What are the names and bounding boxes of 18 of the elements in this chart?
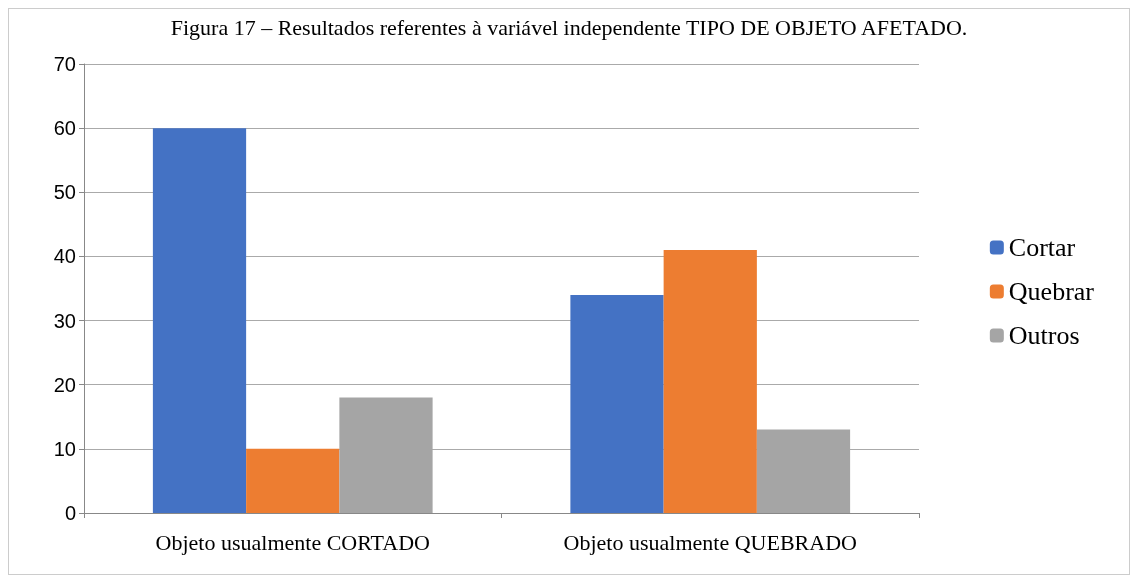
y-tick-label: 10 (53, 437, 76, 460)
y-tick-label: 20 (53, 373, 76, 396)
y-tick-label: 60 (53, 117, 76, 140)
x-tick-label: Objeto usualmente QUEBRADO (563, 529, 857, 555)
y-tick-label: 70 (53, 53, 76, 75)
y-tick-label: 30 (53, 309, 76, 332)
bar (663, 250, 757, 513)
bar (246, 448, 340, 513)
bar (570, 294, 664, 513)
legend-label: Cortar (1008, 233, 1076, 262)
x-tick-label: Objeto usualmente CORTADO (155, 529, 430, 555)
y-tick-label: 0 (64, 502, 76, 524)
legend-label: Quebrar (1008, 277, 1095, 306)
legend-label: Outros (1008, 321, 1080, 350)
y-tick-label: 50 (53, 181, 76, 204)
bar (152, 128, 247, 513)
chart-title: Figura 17 – Resultados referentes à variável independente TIPO DE OBJETO AFETADO. (170, 14, 968, 40)
y-tick-label: 40 (53, 245, 76, 268)
